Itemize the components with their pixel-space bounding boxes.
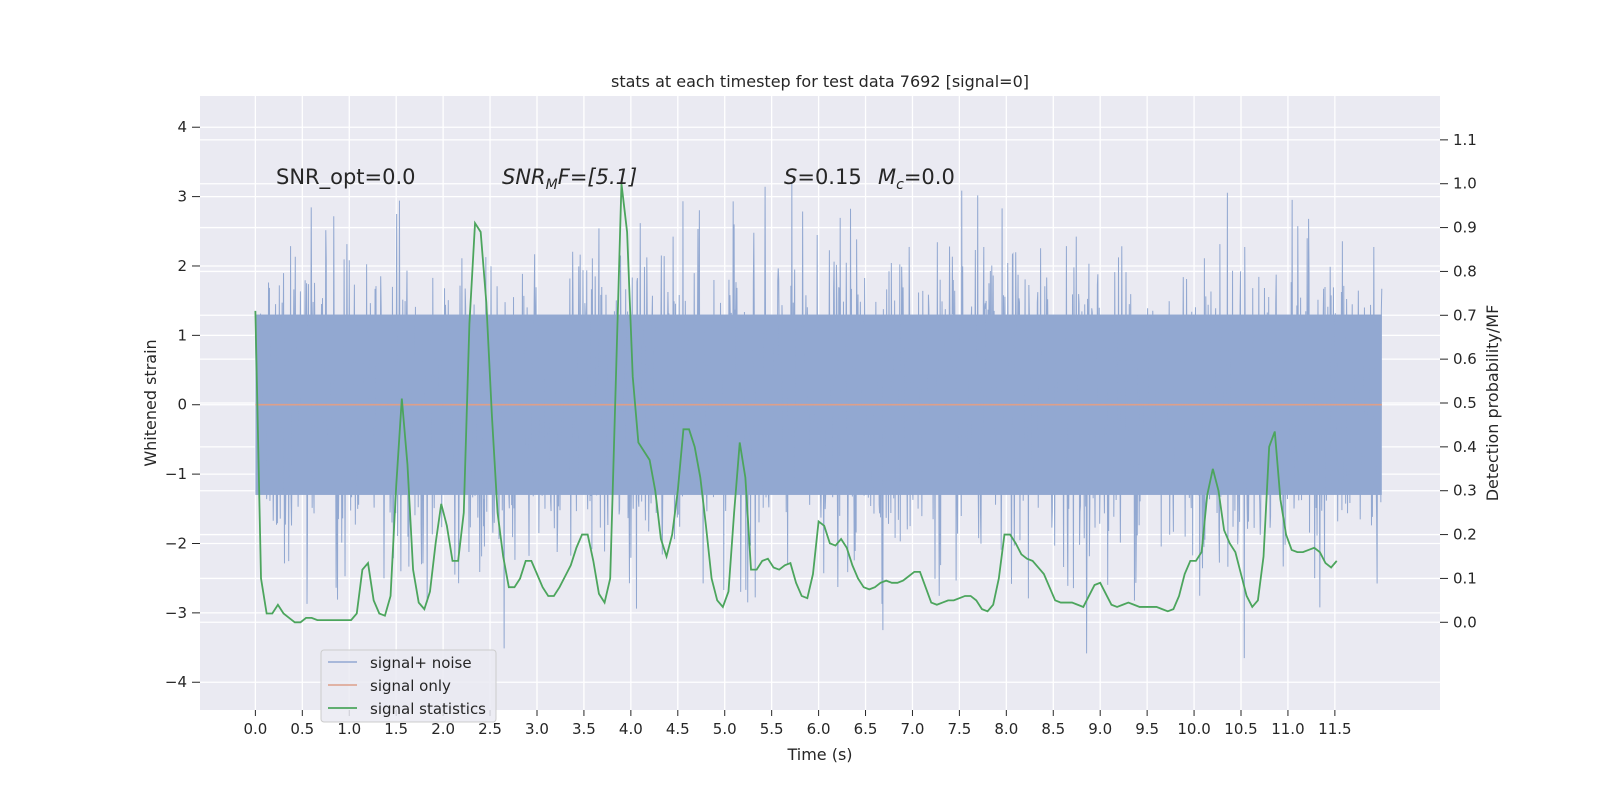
x-tick-label: 10.0 xyxy=(1177,720,1210,738)
annotation-mc-value: Mc=0.0 xyxy=(878,165,955,193)
y2-tick-label: 0.6 xyxy=(1453,350,1477,368)
y-axis-ticks: −4 −3 −2 −1 0 1 2 3 4 xyxy=(165,118,200,691)
x-axis-ticks: 0.0 0.5 1.0 1.5 2.0 2.5 3.0 3.5 4.0 4.5 5.0 5.5 6.0 6… xyxy=(243,710,1352,738)
y2-tick-label: 1.0 xyxy=(1453,175,1477,193)
annotation-mc-sub: c xyxy=(896,177,904,193)
annotation-snr-mf-rest: F=[5.1] xyxy=(558,165,637,189)
x-tick-label: 4.0 xyxy=(619,720,643,738)
x-tick-label: 3.0 xyxy=(525,720,549,738)
x-tick-label: 1.0 xyxy=(337,720,361,738)
annotation-s-value: S=0.15 xyxy=(784,165,862,189)
series-signal-statistics xyxy=(254,183,1338,624)
x-tick-label: 8.0 xyxy=(994,720,1018,738)
y-axis-label: Whitened strain xyxy=(141,339,160,466)
legend-label-signal-only: signal only xyxy=(370,677,451,695)
y2-tick-label: 0.9 xyxy=(1453,219,1477,237)
x-tick-label: 6.0 xyxy=(807,720,831,738)
x-tick-label: 5.5 xyxy=(760,720,784,738)
annotation-snr-opt: SNR_opt=0.0 xyxy=(276,165,416,190)
x-tick-label: 11.5 xyxy=(1318,720,1351,738)
x-tick-label: 7.0 xyxy=(901,720,925,738)
y2-tick-label: 0.7 xyxy=(1453,306,1477,324)
annotation-mc-var: M xyxy=(878,165,896,189)
x-tick-label: 5.0 xyxy=(713,720,737,738)
legend-label-signal-noise: signal+ noise xyxy=(370,654,472,672)
y-tick-label: 0 xyxy=(177,396,187,414)
x-tick-label: 3.5 xyxy=(572,720,596,738)
y-tick-label: −4 xyxy=(165,673,187,691)
annotation-mc-val: =0.0 xyxy=(904,165,955,189)
legend-box xyxy=(320,649,497,723)
y2-tick-label: 0.4 xyxy=(1453,438,1477,456)
legend-label-signal-statistics: signal statistics xyxy=(370,700,486,718)
annotation-snr-mf-var: SNR xyxy=(502,165,546,189)
y2-axis-ticks: 0.0 0.1 0.2 0.3 0.4 0.5 0.6 0.7 0.8 0.9 1.0 1.1 xyxy=(1440,131,1477,631)
y-tick-label: 3 xyxy=(177,188,187,206)
x-tick-label: 0.0 xyxy=(243,720,267,738)
x-tick-label: 9.0 xyxy=(1088,720,1112,738)
annotation-s-var: S xyxy=(784,165,797,189)
x-tick-label: 2.5 xyxy=(478,720,502,738)
y-tick-label: 4 xyxy=(177,118,187,136)
x-tick-label: 8.5 xyxy=(1041,720,1065,738)
x-tick-label: 4.5 xyxy=(666,720,690,738)
y2-tick-label: 0.0 xyxy=(1453,613,1477,631)
x-tick-label: 9.5 xyxy=(1135,720,1159,738)
y-tick-label: −1 xyxy=(165,465,187,483)
y2-tick-label: 0.2 xyxy=(1453,526,1477,544)
y2-tick-label: 1.1 xyxy=(1453,131,1477,149)
x-tick-label: 6.5 xyxy=(854,720,878,738)
y2-tick-label: 0.1 xyxy=(1453,569,1477,587)
y-tick-label: 1 xyxy=(177,326,187,344)
x-tick-label: 10.5 xyxy=(1224,720,1257,738)
x-tick-label: 0.5 xyxy=(290,720,314,738)
annotation-snr-mf: SNRMF=[5.1] xyxy=(502,165,637,193)
x-tick-label: 7.5 xyxy=(947,720,971,738)
x-tick-label: 11.0 xyxy=(1271,720,1304,738)
chart-title: stats at each timestep for test data 769… xyxy=(611,72,1029,91)
y2-tick-label: 0.8 xyxy=(1453,262,1477,280)
x-tick-label: 2.0 xyxy=(431,720,455,738)
annotation-s-val: =0.15 xyxy=(797,165,861,189)
y2-axis-label: Detection probability/MF xyxy=(1483,305,1502,502)
y-tick-label: 2 xyxy=(177,257,187,275)
annotation-snr-mf-sub: M xyxy=(546,177,558,193)
y-tick-label: −3 xyxy=(165,604,187,622)
legend: signal+ noise signal only signal statist… xyxy=(320,649,497,723)
y2-tick-label: 0.3 xyxy=(1453,482,1477,500)
x-tick-label: 1.5 xyxy=(384,720,408,738)
noise-trace xyxy=(254,182,1383,659)
y-tick-label: −2 xyxy=(165,534,187,552)
x-axis-label: Time (s) xyxy=(786,745,852,764)
y2-tick-label: 0.5 xyxy=(1453,394,1477,412)
